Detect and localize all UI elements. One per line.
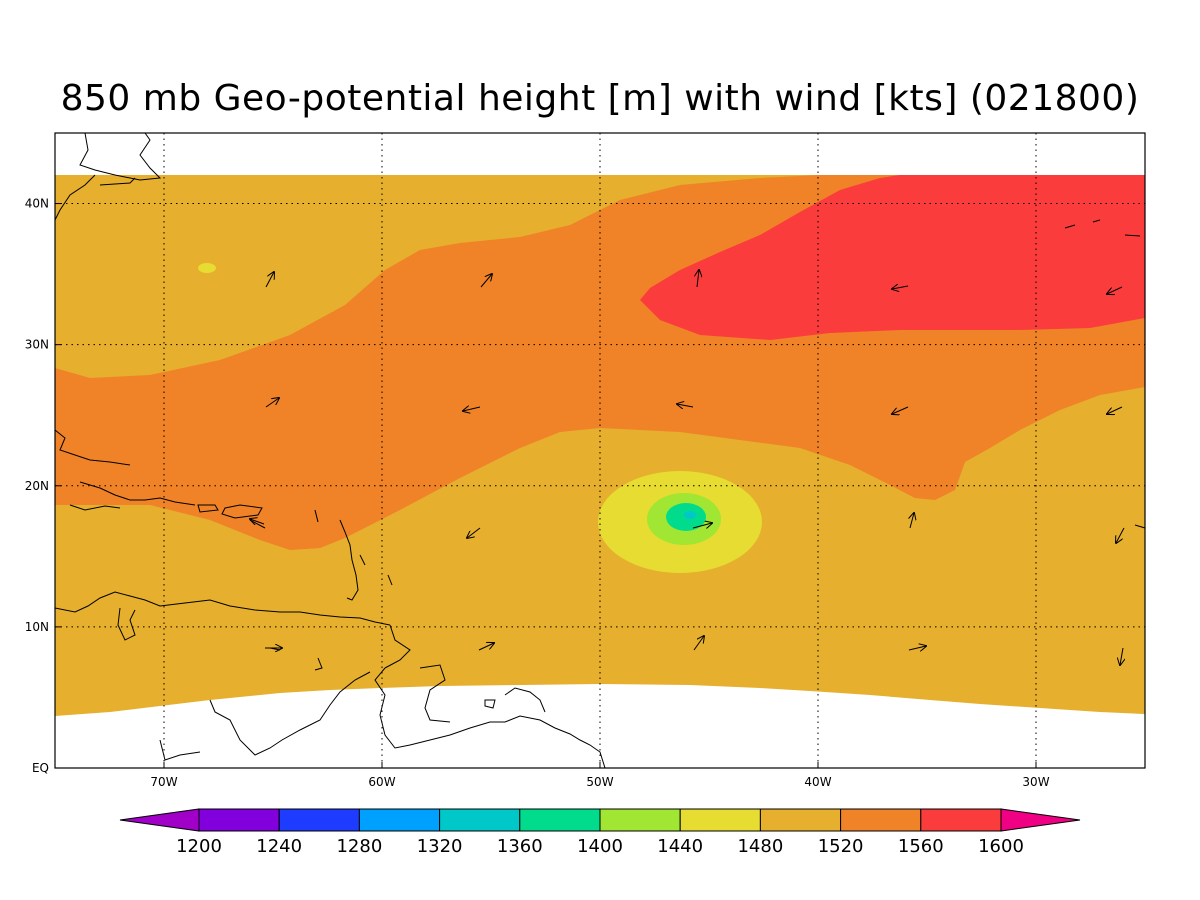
colorbar-box xyxy=(920,808,1002,832)
wind-vector xyxy=(910,513,914,529)
colorbar-level-label: 1240 xyxy=(256,836,302,857)
lat-tick-label: 20N xyxy=(25,479,49,493)
wind-vector xyxy=(467,527,481,538)
colorbar-box xyxy=(358,808,441,832)
height-region-1600 xyxy=(640,175,1145,340)
coastlines xyxy=(55,133,1145,768)
colorbar-level-label: 1400 xyxy=(577,836,623,857)
colorbar-level-label: 1280 xyxy=(336,836,382,857)
longitude-axis: 70W 60W 50W 40W 30W xyxy=(150,762,1050,789)
wind-vector xyxy=(265,398,279,408)
colorbar-box xyxy=(599,808,681,832)
colorbar-level-label: 1480 xyxy=(737,836,783,857)
wind-vectors xyxy=(250,270,1124,665)
latitude-axis: EQ 10N 20N 30N 40N xyxy=(25,197,61,775)
colorbar-low-arrow xyxy=(119,808,200,832)
wind-vector xyxy=(265,272,274,288)
lon-tick-label: 70W xyxy=(150,775,177,789)
wind-vector xyxy=(693,636,704,651)
gridlines xyxy=(55,133,1145,768)
colorbar-level-label: 1520 xyxy=(818,836,864,857)
colorbar-box xyxy=(439,808,521,832)
colorbar-level-label: 1440 xyxy=(657,836,703,857)
colorbar-high-arrow xyxy=(1000,808,1081,832)
colorbar-level-label: 1600 xyxy=(978,836,1024,857)
wind-vector xyxy=(480,274,492,288)
lon-tick-label: 40W xyxy=(804,775,831,789)
colorbar-box xyxy=(278,808,360,832)
no-data-bottom xyxy=(55,684,1145,768)
colorbar-box xyxy=(840,808,922,832)
wind-vector xyxy=(1107,286,1123,294)
map-title: 850 mb Geo-potential height [m] with win… xyxy=(60,78,1140,119)
plot-area xyxy=(55,133,1145,768)
lat-tick-label: 30N xyxy=(25,338,49,352)
wind-vector xyxy=(1107,406,1123,414)
wind-vector xyxy=(1120,647,1123,665)
colorbar-box xyxy=(519,808,601,832)
colorbar-box xyxy=(679,808,761,832)
wind-vector xyxy=(697,270,699,288)
wind-vector xyxy=(677,404,694,407)
low-center-1360 xyxy=(684,511,696,519)
lat-tick-label: EQ xyxy=(32,761,49,775)
wind-vector xyxy=(1116,527,1125,543)
lat-tick-label: 40N xyxy=(25,197,49,211)
colorbar: 1200 1240 1280 1320 1360 1400 1440 1480 1520 1560… xyxy=(119,808,1081,857)
wind-vector xyxy=(250,519,265,524)
colorbar-level-label: 1200 xyxy=(176,836,222,857)
lat-tick-label: 10N xyxy=(25,620,49,634)
colorbar-level-label: 1360 xyxy=(497,836,543,857)
colorbar-box xyxy=(198,808,280,832)
wind-vector xyxy=(478,643,494,651)
colorbar-level-label: 1560 xyxy=(898,836,944,857)
wind-vector xyxy=(692,523,712,528)
lon-tick-label: 60W xyxy=(368,775,395,789)
height-region-1480-small xyxy=(198,263,216,273)
lon-tick-label: 50W xyxy=(586,775,613,789)
wind-vector xyxy=(463,407,481,411)
lon-tick-label: 30W xyxy=(1022,775,1049,789)
wind-vector xyxy=(892,406,909,414)
colorbar-box xyxy=(759,808,842,832)
colorbar-level-label: 1320 xyxy=(417,836,463,857)
wind-vector xyxy=(908,646,926,650)
wind-vector xyxy=(892,286,909,289)
